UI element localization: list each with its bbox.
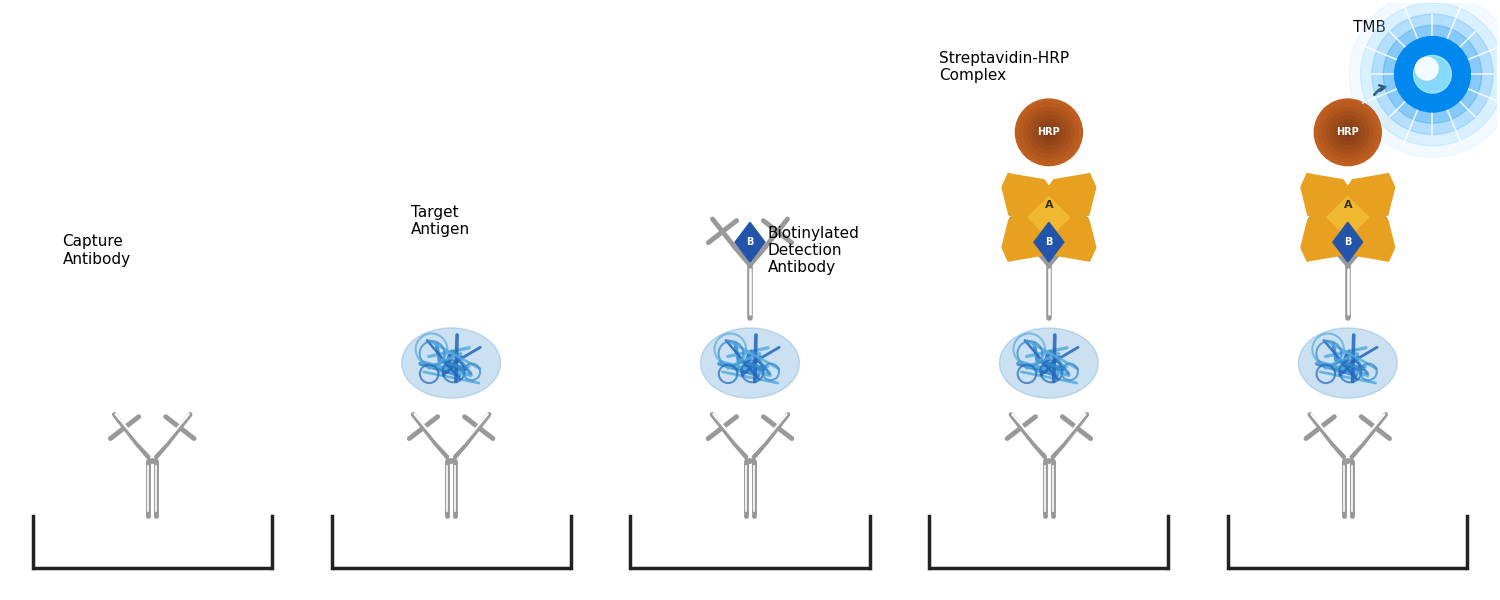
Text: A: A (1344, 200, 1352, 210)
Polygon shape (1335, 173, 1395, 230)
Polygon shape (1335, 205, 1395, 261)
Text: B: B (1046, 237, 1053, 247)
Circle shape (1041, 124, 1058, 140)
Circle shape (1314, 99, 1382, 166)
Polygon shape (1328, 197, 1368, 238)
Circle shape (1348, 0, 1500, 157)
Ellipse shape (402, 328, 501, 398)
Circle shape (1395, 37, 1470, 112)
Ellipse shape (999, 328, 1098, 398)
Circle shape (1020, 103, 1078, 161)
Text: B: B (747, 237, 753, 247)
Circle shape (1416, 58, 1438, 80)
Circle shape (1340, 124, 1356, 140)
Circle shape (1328, 112, 1368, 153)
Circle shape (1413, 55, 1452, 93)
Polygon shape (1334, 223, 1362, 262)
Circle shape (1318, 103, 1377, 161)
Circle shape (1016, 99, 1083, 166)
Polygon shape (1036, 205, 1096, 261)
Circle shape (1028, 112, 1069, 153)
Polygon shape (1036, 173, 1096, 230)
Circle shape (1395, 37, 1470, 112)
Circle shape (1032, 116, 1065, 149)
Circle shape (1323, 107, 1372, 157)
Ellipse shape (1299, 328, 1396, 398)
Circle shape (1383, 25, 1482, 123)
Text: HRP: HRP (1038, 127, 1060, 137)
Text: HRP: HRP (1336, 127, 1359, 137)
Text: A: A (1044, 200, 1053, 210)
Circle shape (1036, 120, 1062, 145)
Polygon shape (1034, 223, 1064, 262)
Polygon shape (1002, 173, 1062, 230)
Polygon shape (735, 223, 765, 262)
Circle shape (1330, 116, 1365, 149)
Text: B: B (1344, 237, 1352, 247)
Polygon shape (1300, 173, 1360, 230)
Ellipse shape (700, 328, 800, 398)
Polygon shape (1002, 205, 1062, 261)
Circle shape (1044, 128, 1053, 136)
Circle shape (1024, 107, 1074, 157)
Circle shape (1372, 14, 1492, 134)
Circle shape (1344, 128, 1352, 136)
Text: Capture
Antibody: Capture Antibody (63, 234, 130, 266)
Text: TMB: TMB (1353, 20, 1386, 35)
Polygon shape (1300, 205, 1360, 261)
Text: Streptavidin-HRP
Complex: Streptavidin-HRP Complex (939, 51, 1070, 83)
Text: Target
Antigen: Target Antigen (411, 205, 471, 237)
Polygon shape (1028, 197, 1069, 238)
Circle shape (1335, 120, 1360, 145)
Text: Biotinylated
Detection
Antibody: Biotinylated Detection Antibody (768, 226, 859, 275)
Circle shape (1360, 3, 1500, 146)
